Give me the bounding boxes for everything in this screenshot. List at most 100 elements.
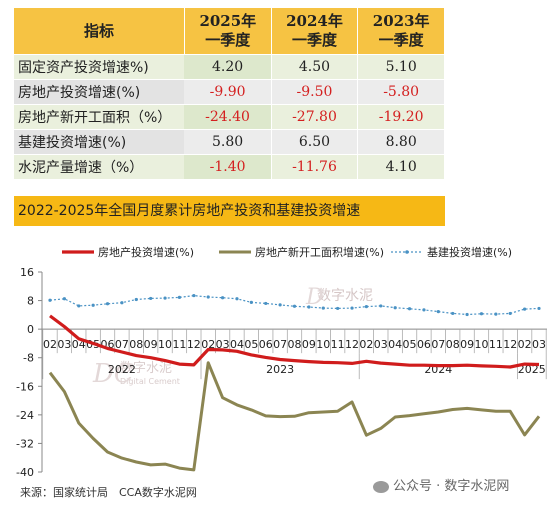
series-point: [249, 300, 253, 304]
source-note: 来源：国家统计局 CCA数字水泥网: [20, 486, 197, 499]
row-value: -5.80: [357, 79, 445, 105]
watermark-logo-mark: DC: [92, 359, 134, 389]
legend-label: 房地产新开工面积增速(%): [255, 245, 384, 259]
y-tick-label: 8: [27, 295, 34, 308]
series-point: [91, 303, 95, 307]
x-tick-label: 08: [129, 338, 143, 351]
row-value: 5.80: [184, 129, 272, 155]
series-point: [364, 305, 369, 309]
x-tick-label: 04: [230, 338, 244, 351]
table-row: 基建投资增速(%) 5.80 6.50 8.80: [14, 129, 445, 155]
series-point: [379, 304, 383, 308]
watermark-logo-text: 数字水泥: [317, 288, 373, 304]
x-tick-label: 02: [518, 338, 532, 351]
series-point: [77, 304, 81, 308]
x-tick-label: 12: [345, 338, 359, 351]
y-tick-label: 16: [20, 266, 34, 279]
series-point: [350, 306, 354, 310]
header-2023q1-text: 2023年 一季度: [372, 12, 430, 49]
series-point: [523, 307, 527, 311]
year-group-label: 2025: [518, 363, 546, 376]
header-2024q1-text: 2024年 一季度: [286, 12, 343, 49]
x-tick-label: 02: [43, 338, 57, 351]
table-row: 水泥产量增速（%） -1.40 -11.76 4.10: [14, 154, 445, 180]
row-value: -27.80: [271, 104, 359, 130]
x-tick-label: 07: [115, 338, 129, 351]
table-row: 房地产投资增速(%) -9.90 -9.50 -5.80: [14, 79, 445, 105]
y-tick-label: 0: [27, 323, 34, 336]
header-2025q1-text: 2025年 一季度: [199, 12, 257, 49]
x-tick-label: 02: [359, 338, 373, 351]
y-tick-label: -32: [16, 437, 34, 450]
indicator-table: 指标 2025年 一季度 2024年 一季度 2023年 一季度 固定资产投资增…: [14, 8, 445, 180]
legend-label: 基建投资增速(%): [427, 245, 512, 259]
series-point: [407, 307, 412, 311]
x-tick-label: 03: [216, 338, 230, 351]
series-point: [393, 306, 397, 310]
series-point: [278, 303, 282, 307]
row-value: -24.40: [184, 104, 272, 130]
row-value: 4.50: [271, 54, 359, 80]
row-value: 4.20: [184, 54, 272, 80]
series-point: [292, 304, 297, 308]
y-tick-label: -8: [23, 352, 34, 365]
x-tick-label: 09: [302, 338, 316, 351]
x-tick-label: 08: [446, 338, 460, 351]
x-tick-label: 02: [201, 338, 215, 351]
legend-marker: [405, 250, 409, 254]
series-point: [192, 293, 196, 298]
series-point: [149, 296, 153, 301]
row-label: 房地产新开工面积（%）: [14, 104, 185, 130]
row-value: -1.40: [184, 154, 272, 180]
header-indicator: 指标: [14, 8, 185, 55]
series-point: [62, 297, 66, 301]
y-tick-label: -24: [16, 409, 34, 422]
row-label: 房地产投资增速(%): [14, 79, 185, 105]
table-row: 房地产新开工面积（%） -24.40 -27.80 -19.20: [14, 104, 445, 130]
row-label: 水泥产量增速（%）: [14, 154, 185, 180]
wechat-icon: [373, 480, 389, 493]
series-point: [336, 306, 340, 311]
series-point: [206, 295, 210, 299]
table-header-row: 指标 2025年 一季度 2024年 一季度 2023年 一季度: [14, 8, 445, 55]
row-label: 固定资产投资增速%): [14, 54, 185, 80]
series-point: [451, 311, 455, 316]
series-point: [436, 310, 440, 314]
row-label: 基建投资增速(%): [14, 129, 185, 155]
header-2023q1: 2023年 一季度: [357, 8, 445, 55]
row-value: 8.80: [357, 129, 445, 155]
series-point: [235, 297, 239, 301]
row-value: -9.50: [271, 79, 359, 105]
series-line-2: [48, 361, 541, 472]
row-value: -19.20: [357, 104, 445, 130]
x-tick-label: 11: [172, 338, 186, 351]
header-2024q1: 2024年 一季度: [271, 8, 359, 55]
series-point: [465, 312, 469, 317]
watermark-logo-subtext: Digital Cement: [120, 377, 180, 386]
series-point: [537, 306, 541, 311]
chart-area: 数字水泥 数字水泥 Digital Cement DC D 16 8 0 -8 -16 -24 -32…: [0, 232, 555, 508]
x-tick-label: 03: [57, 338, 71, 351]
x-tick-label: 12: [503, 338, 517, 351]
x-tick-label: 03: [532, 338, 546, 351]
y-tick-label: -16: [16, 380, 34, 393]
x-tick-label: 05: [244, 338, 258, 351]
series-point: [494, 312, 498, 316]
series-point: [163, 296, 167, 300]
series-point: [508, 311, 512, 316]
watermark-logo-text: 数字水泥: [120, 361, 172, 376]
wechat-account-text: 公众号 · 数字水泥网: [393, 479, 510, 494]
x-tick-label: 11: [489, 338, 503, 351]
y-tick-label: -40: [16, 466, 34, 479]
x-tick-label: 05: [403, 338, 417, 351]
series-point: [177, 295, 182, 299]
row-value: 6.50: [271, 129, 359, 155]
x-tick-label: 10: [158, 338, 172, 351]
year-group-label: 2022: [108, 363, 136, 376]
x-tick-label: 04: [388, 338, 402, 351]
wechat-watermark: 公众号 · 数字水泥网: [373, 475, 509, 494]
series-point: [220, 296, 225, 300]
row-value: -9.90: [184, 79, 272, 105]
x-tick-label: 03: [374, 338, 388, 351]
